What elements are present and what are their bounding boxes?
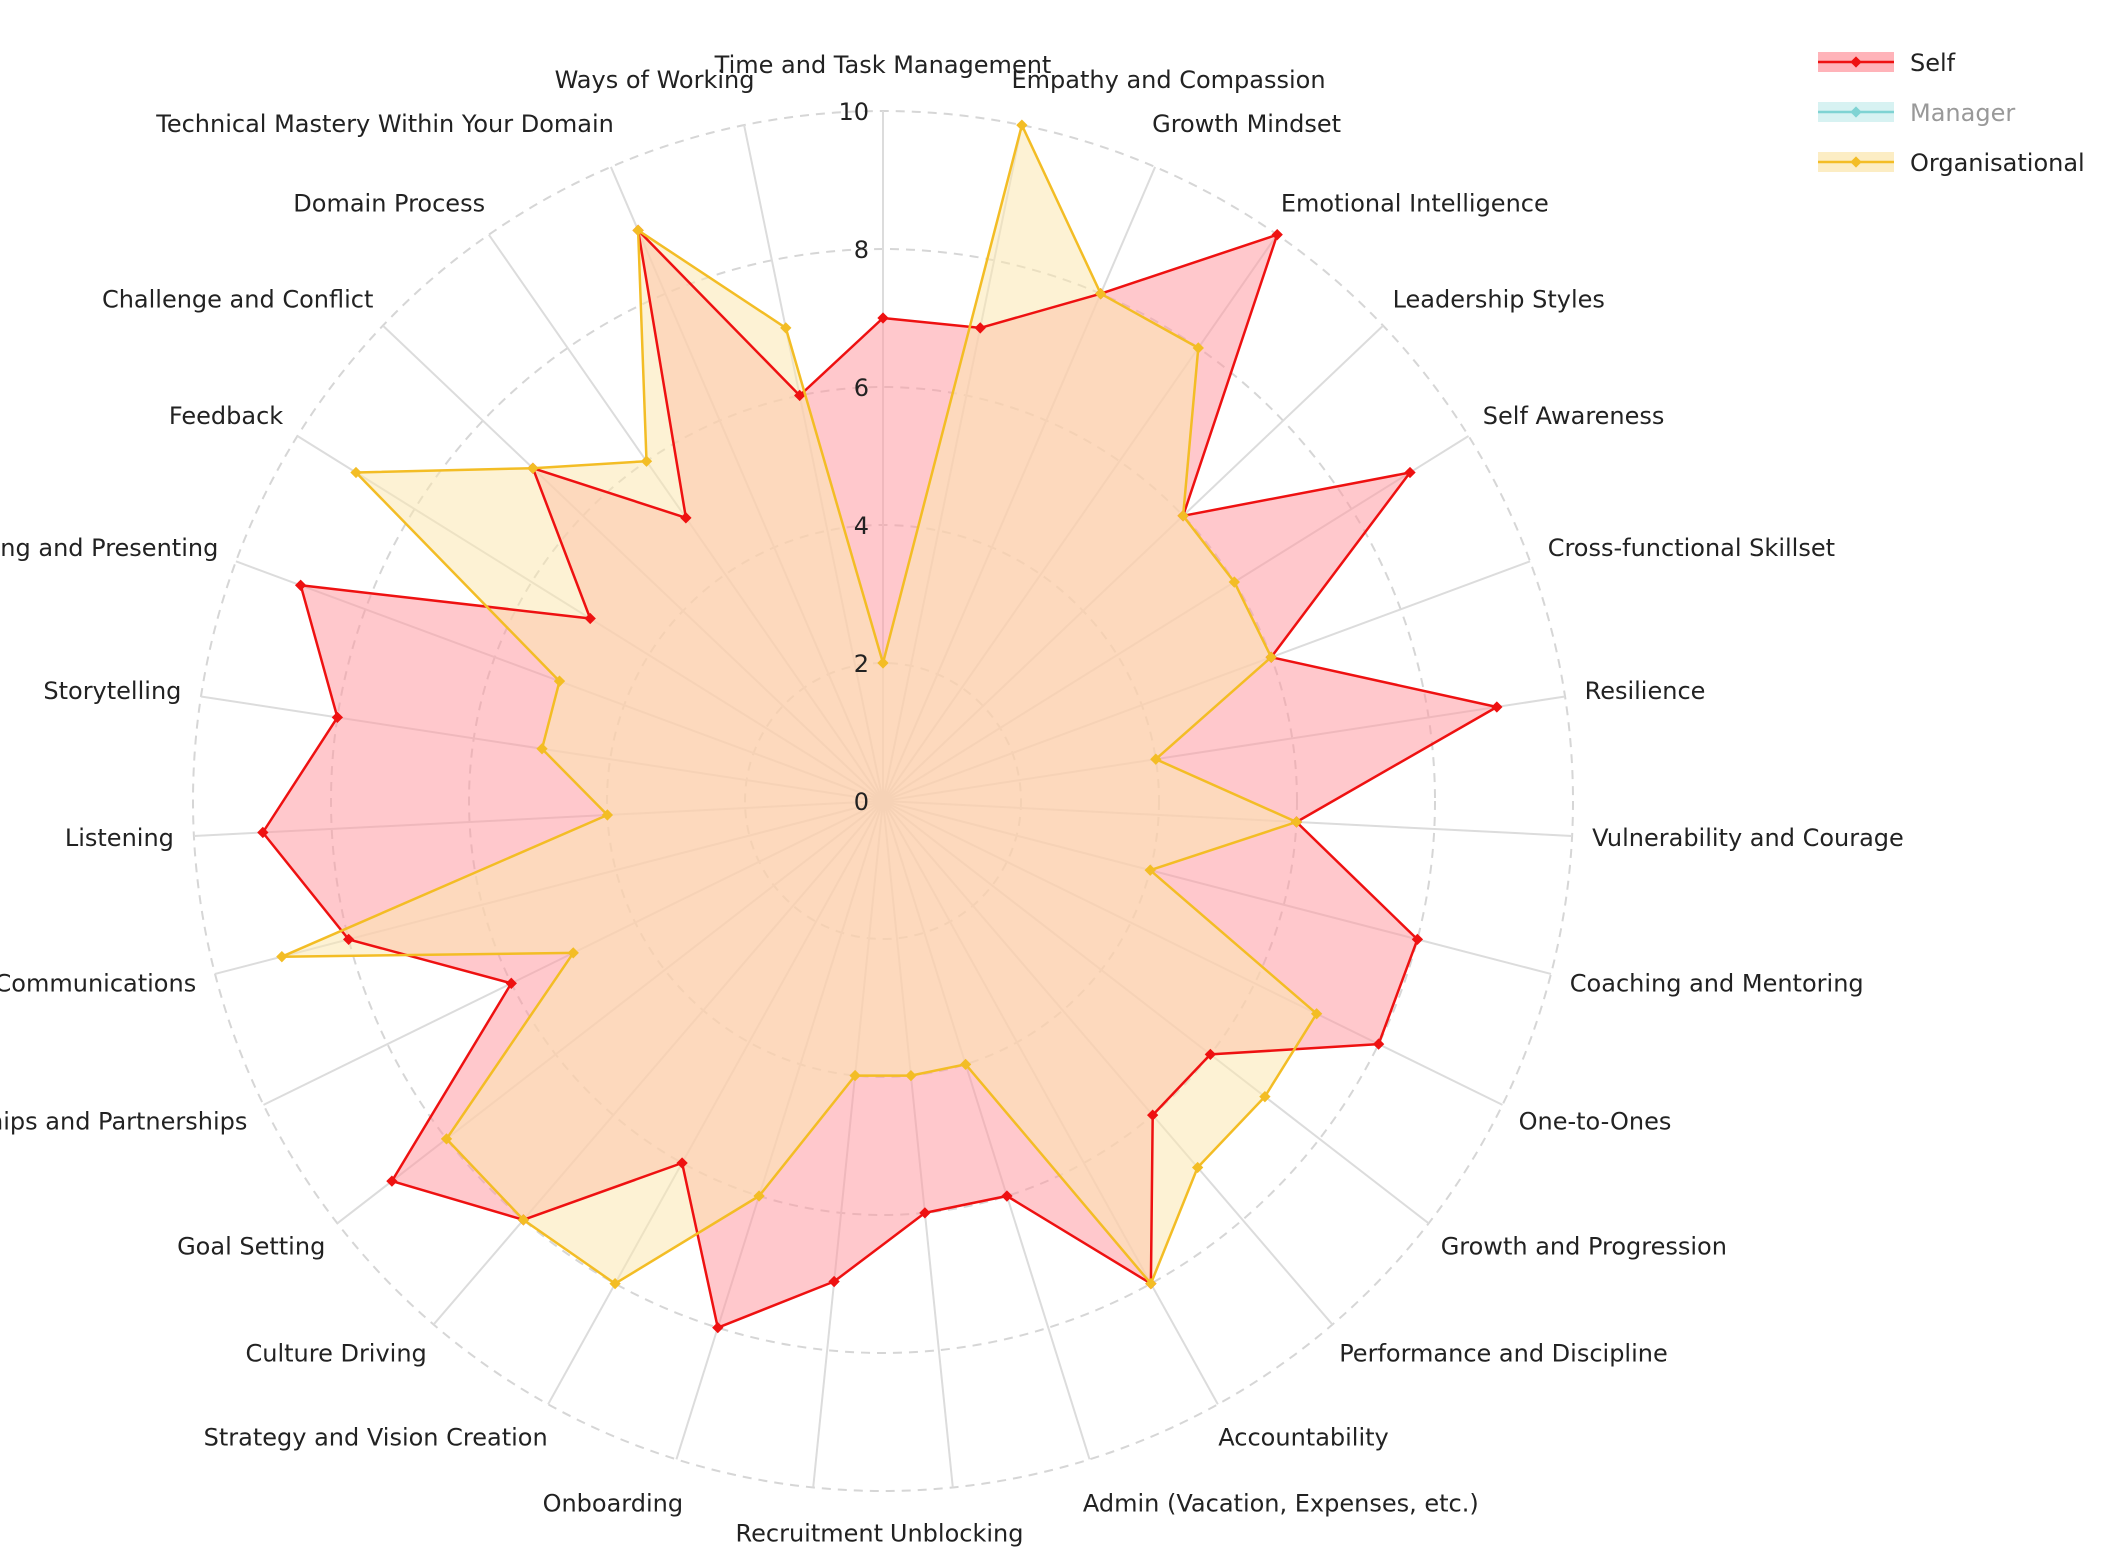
axis-label: Unblocking — [890, 1519, 1024, 1547]
data-point — [553, 675, 566, 687]
radial-tick-label: 0 — [854, 788, 869, 816]
data-point — [877, 312, 889, 324]
series-line — [261, 229, 1499, 1329]
axis-label: Challenge and Conflict — [102, 285, 373, 313]
axis-label: Performance and Discipline — [1339, 1339, 1668, 1367]
radial-tick-label: 2 — [854, 650, 869, 678]
axis-label: Relationships and Partnerships — [0, 1108, 247, 1136]
data-point — [1372, 1038, 1385, 1050]
axis-label: Strategy and Vision Creation — [204, 1424, 548, 1452]
axis-label: Goal Setting — [177, 1233, 325, 1261]
data-point — [1259, 1091, 1271, 1103]
radial-tick-label: 4 — [854, 512, 869, 540]
data-point — [828, 1275, 840, 1288]
data-point — [680, 512, 692, 524]
data-point — [257, 826, 269, 839]
axis-label: Recruitment — [736, 1519, 883, 1547]
data-point — [1228, 576, 1240, 588]
data-point — [919, 1207, 931, 1219]
axis-label: Time and Task Management — [714, 51, 1052, 79]
axis-label: Vulnerability and Courage — [1592, 824, 1904, 852]
legend-label: Organisational — [1910, 149, 2085, 177]
axis-label: Growth and Progression — [1441, 1233, 1727, 1261]
axis-label: Onboarding — [543, 1490, 684, 1518]
data-point — [1150, 753, 1162, 765]
data-point — [877, 657, 889, 669]
radial-tick-label: 8 — [854, 236, 869, 264]
data-point — [1204, 1048, 1217, 1061]
legend-marker — [1850, 56, 1862, 68]
data-point — [1016, 119, 1028, 131]
legend-item[interactable]: Self — [1818, 49, 1956, 77]
legend-item[interactable]: Organisational — [1818, 149, 2085, 177]
axis-label: Self Awareness — [1483, 402, 1665, 430]
data-point — [584, 612, 596, 625]
series-fill — [281, 125, 1317, 1284]
axis-label: Feedback — [169, 402, 283, 430]
legend-item[interactable]: Manager — [1818, 99, 2015, 127]
axis-label: Resilience — [1585, 677, 1706, 705]
chart-legend: Self Manager Organisational — [1818, 49, 2085, 177]
data-point — [1145, 1277, 1157, 1290]
axis-label: Leadership Styles — [1393, 285, 1605, 313]
legend-marker — [1850, 156, 1862, 168]
data-point — [640, 455, 653, 467]
data-point — [1001, 1190, 1013, 1202]
data-point — [1411, 933, 1424, 946]
axis-label: Technical Mastery Within Your Domain — [155, 110, 614, 138]
data-point — [1144, 864, 1156, 876]
data-point — [1290, 816, 1303, 828]
data-point — [905, 1069, 917, 1082]
axis-label: Cross-functional Skillset — [1548, 534, 1835, 562]
axis-label: Culture Driving — [245, 1339, 426, 1367]
radial-tick-label: 6 — [854, 374, 869, 402]
axis-label: Written Communications — [0, 970, 196, 998]
axis-label: Growth Mindset — [1152, 110, 1341, 138]
data-point — [1310, 1008, 1323, 1020]
axis-label: Admin (Vacation, Expenses, etc.) — [1083, 1490, 1479, 1518]
data-point — [1404, 466, 1416, 479]
axis-label: Listening — [65, 824, 174, 852]
data-point — [959, 1058, 972, 1071]
data-point — [1191, 1161, 1204, 1174]
data-point — [753, 1190, 765, 1202]
data-point — [1491, 701, 1503, 713]
data-point — [527, 462, 539, 474]
axis-label: Public Speaking and Presenting — [0, 534, 218, 562]
axis-label: Accountability — [1218, 1424, 1388, 1452]
data-point — [601, 809, 614, 821]
data-point — [505, 977, 517, 989]
axis-label: Ways of Working — [555, 66, 755, 94]
axis-label: Empathy and Compassion — [1012, 66, 1326, 94]
axis-label: One-to-Ones — [1519, 1108, 1672, 1136]
data-point — [517, 1214, 530, 1226]
data-point — [849, 1069, 861, 1082]
radar-series — [257, 119, 1503, 1334]
legend-label: Manager — [1910, 99, 2015, 127]
legend-marker — [1850, 106, 1862, 118]
data-point — [609, 1277, 621, 1290]
data-point — [974, 322, 986, 334]
legend-label: Self — [1910, 49, 1956, 77]
data-point — [536, 743, 548, 755]
data-point — [794, 389, 806, 402]
radial-tick-label: 10 — [838, 98, 869, 126]
axis-label: Domain Process — [293, 190, 485, 218]
axis-label: Emotional Intelligence — [1281, 190, 1549, 218]
data-point — [712, 1321, 724, 1334]
axis-label: Storytelling — [43, 677, 181, 705]
axis-label: Coaching and Mentoring — [1570, 970, 1864, 998]
series-line — [280, 123, 1318, 1285]
data-point — [1192, 342, 1204, 354]
data-point — [276, 951, 288, 963]
data-point — [342, 933, 355, 946]
